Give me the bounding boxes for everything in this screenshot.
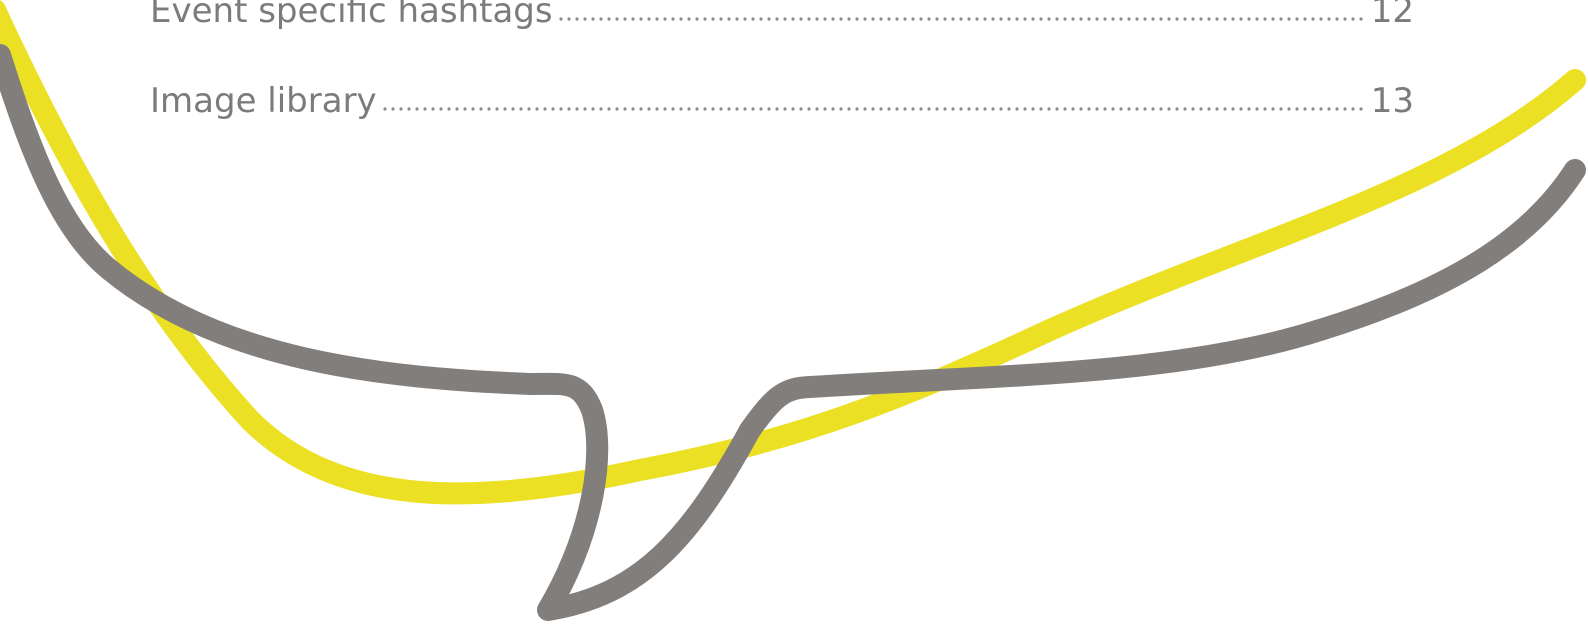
table-of-contents: Event specific hashtags 12 Image library 13 — [150, 0, 1414, 146]
page-number: 13 — [1371, 56, 1414, 146]
entry-title: Event specific hashtags — [150, 0, 553, 56]
entry-title: Image library — [150, 56, 377, 146]
page-number: 12 — [1371, 0, 1414, 56]
page: {"toc": {"entries": [ {"title": "Event s… — [0, 0, 1588, 630]
dot-leader — [381, 106, 1367, 112]
toc-entry: Image library 13 — [150, 56, 1414, 146]
dot-leader — [557, 16, 1367, 22]
toc-entry: Event specific hashtags 12 — [150, 0, 1414, 56]
